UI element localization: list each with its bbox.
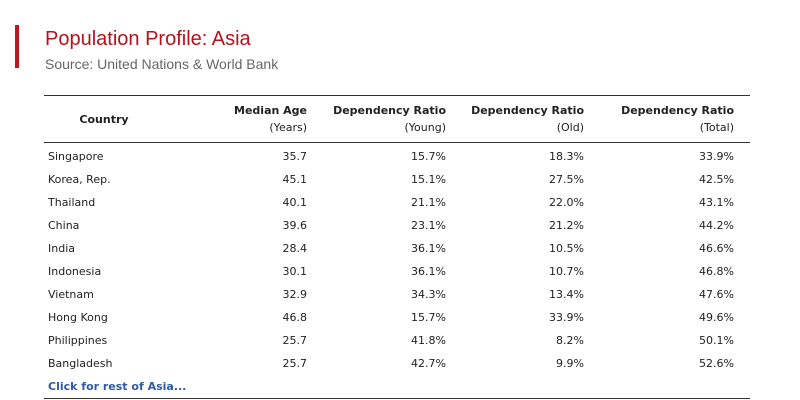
column-header-dependency-total: Dependency Ratio (Total) [600, 96, 750, 143]
table-row: Hong Kong 46.8 15.7% 33.9% 49.6% [44, 306, 750, 329]
cell-country: Korea, Rep. [48, 173, 111, 186]
cell-dependency-old: 27.5% [549, 173, 584, 186]
cell-dependency-total: 46.6% [699, 242, 734, 255]
table-footer-row: Click for rest of Asia... [44, 375, 750, 399]
cell-dependency-old: 8.2% [556, 334, 584, 347]
table-header: Country Median Age (Years) Dependency Ra… [44, 95, 750, 143]
table-row: Thailand 40.1 21.1% 22.0% 43.1% [44, 191, 750, 214]
cell-dependency-old: 10.7% [549, 265, 584, 278]
cell-country: India [48, 242, 75, 255]
page-title: Population Profile: Asia [45, 28, 251, 50]
footer-cell: Click for rest of Asia... [44, 375, 750, 399]
cell-median-age: 46.8 [282, 311, 308, 324]
cell-dependency-old: 9.9% [556, 357, 584, 370]
column-header-label: Dependency Ratio [621, 104, 734, 117]
table-row: China 39.6 23.1% 21.2% 44.2% [44, 214, 750, 237]
cell-dependency-young: 21.1% [411, 196, 446, 209]
cell-median-age: 25.7 [282, 334, 308, 347]
header-row: Country Median Age (Years) Dependency Ra… [44, 95, 750, 143]
column-header-unit: (Young) [404, 121, 447, 134]
population-table: Country Median Age (Years) Dependency Ra… [44, 95, 750, 399]
table-row: Bangladesh 25.7 42.7% 9.9% 52.6% [44, 352, 750, 375]
cell-country: Hong Kong [48, 311, 108, 324]
table-row: Vietnam 32.9 34.3% 13.4% 47.6% [44, 283, 750, 306]
table-row: Indonesia 30.1 36.1% 10.7% 46.8% [44, 260, 750, 283]
cell-dependency-young: 34.3% [411, 288, 446, 301]
cell-dependency-young: 15.7% [411, 311, 446, 324]
cell-dependency-old: 18.3% [549, 150, 584, 163]
title-accent-bar [15, 25, 19, 68]
cell-dependency-young: 36.1% [411, 242, 446, 255]
cell-dependency-total: 49.6% [699, 311, 734, 324]
cell-dependency-old: 13.4% [549, 288, 584, 301]
column-header-unit: (Total) [699, 121, 734, 134]
column-header-label: Dependency Ratio [471, 104, 584, 117]
column-header-unit: (Years) [269, 121, 307, 134]
cell-dependency-young: 15.7% [411, 150, 446, 163]
cell-median-age: 39.6 [282, 219, 308, 232]
cell-median-age: 40.1 [282, 196, 308, 209]
cell-dependency-total: 44.2% [699, 219, 734, 232]
cell-dependency-old: 10.5% [549, 242, 584, 255]
cell-dependency-total: 52.6% [699, 357, 734, 370]
table-row: Philippines 25.7 41.8% 8.2% 50.1% [44, 329, 750, 352]
cell-median-age: 25.7 [282, 357, 308, 370]
column-header-dependency-old: Dependency Ratio (Old) [462, 96, 600, 143]
cell-dependency-young: 36.1% [411, 265, 446, 278]
cell-dependency-young: 23.1% [411, 219, 446, 232]
cell-dependency-young: 41.8% [411, 334, 446, 347]
cell-dependency-total: 46.8% [699, 265, 734, 278]
cell-median-age: 28.4 [282, 242, 308, 255]
cell-dependency-total: 50.1% [699, 334, 734, 347]
table-body: Singapore 35.7 15.7% 18.3% 33.9% Korea, … [44, 143, 750, 399]
source-note: Source: United Nations & World Bank [45, 56, 279, 72]
cell-dependency-old: 22.0% [549, 196, 584, 209]
cell-median-age: 32.9 [282, 288, 308, 301]
cell-country: Thailand [48, 196, 96, 209]
cell-country: Singapore [48, 150, 104, 163]
cell-dependency-old: 21.2% [549, 219, 584, 232]
table-row: India 28.4 36.1% 10.5% 46.6% [44, 237, 750, 260]
column-header-median-age: Median Age (Years) [164, 96, 323, 143]
cell-dependency-total: 47.6% [699, 288, 734, 301]
cell-country: Indonesia [48, 265, 102, 278]
table-row: Singapore 35.7 15.7% 18.3% 33.9% [44, 143, 750, 169]
cell-country: Vietnam [48, 288, 94, 301]
cell-country: Bangladesh [48, 357, 113, 370]
cell-median-age: 45.1 [282, 173, 308, 186]
column-header-label: Country [79, 112, 129, 126]
column-header-label: Median Age [234, 104, 307, 117]
cell-country: Philippines [48, 334, 108, 347]
column-header-dependency-young: Dependency Ratio (Young) [323, 96, 462, 143]
cell-dependency-total: 43.1% [699, 196, 734, 209]
cell-dependency-total: 42.5% [699, 173, 734, 186]
column-header-unit: (Old) [556, 121, 584, 134]
cell-dependency-old: 33.9% [549, 311, 584, 324]
cell-dependency-total: 33.9% [699, 150, 734, 163]
cell-median-age: 35.7 [282, 150, 308, 163]
population-table-container: Country Median Age (Years) Dependency Ra… [44, 95, 750, 399]
cell-dependency-young: 42.7% [411, 357, 446, 370]
column-header-country: Country [44, 96, 164, 143]
rest-of-asia-link[interactable]: Click for rest of Asia... [48, 380, 187, 393]
cell-dependency-young: 15.1% [411, 173, 446, 186]
column-header-label: Dependency Ratio [333, 104, 446, 117]
cell-country: China [48, 219, 80, 232]
cell-median-age: 30.1 [282, 265, 308, 278]
table-row: Korea, Rep. 45.1 15.1% 27.5% 42.5% [44, 168, 750, 191]
